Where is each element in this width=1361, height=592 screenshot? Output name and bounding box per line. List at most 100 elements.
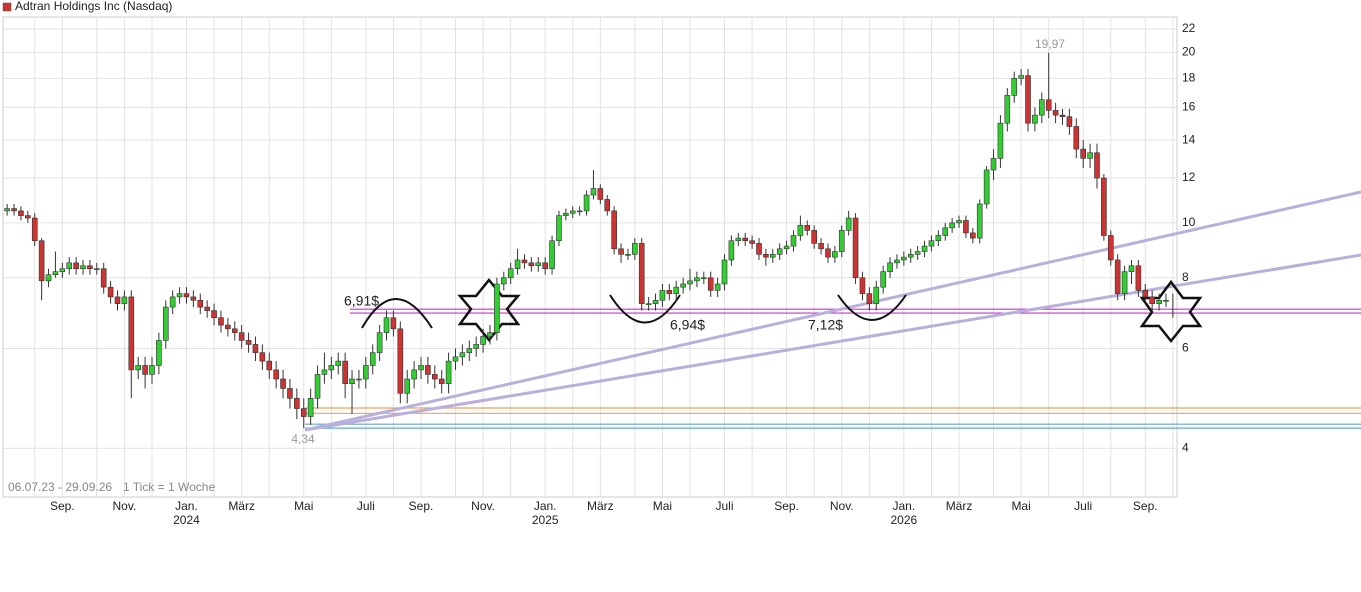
candle-body — [73, 262, 79, 270]
candle-body — [514, 259, 521, 270]
candle-body — [142, 365, 148, 375]
x-tick-label: Jan. — [175, 499, 198, 513]
trend-line — [304, 190, 1361, 432]
candle-body — [818, 243, 824, 250]
arc — [609, 294, 681, 324]
candle-body — [942, 227, 949, 236]
candle-body — [162, 306, 169, 341]
candle-body — [983, 169, 990, 205]
year-label: 2025 — [532, 513, 559, 527]
candle-body — [1025, 75, 1031, 124]
candle-body — [473, 344, 479, 349]
candle-body — [845, 217, 852, 231]
candle-body — [1107, 235, 1114, 261]
candle-body — [611, 210, 617, 250]
y-tick-label: 8 — [1182, 270, 1189, 284]
candle-body — [349, 378, 355, 384]
candle-body — [438, 378, 445, 384]
annotation: 6,91$ — [344, 293, 379, 309]
candle-body — [149, 365, 155, 375]
candle-body — [418, 365, 424, 371]
candle-body — [528, 262, 535, 267]
candle-body — [832, 251, 838, 258]
candle-body — [928, 240, 935, 247]
candle-body — [935, 235, 942, 242]
candle-body — [866, 293, 873, 304]
candle-body — [673, 286, 680, 294]
annotation: 7,12$ — [808, 317, 843, 333]
candle-body — [18, 210, 24, 216]
candle-body — [314, 374, 321, 399]
candle-body — [638, 243, 645, 304]
candle-body — [990, 158, 997, 171]
candle-body — [121, 296, 128, 304]
candle-body — [790, 235, 797, 247]
candle-body — [535, 262, 542, 267]
candle-body — [328, 365, 335, 371]
candle-body — [645, 303, 652, 305]
candle-body — [569, 210, 576, 214]
candle-body — [825, 248, 831, 258]
candle-body — [1094, 152, 1100, 179]
candle-body — [1101, 177, 1107, 236]
candle-body — [563, 212, 569, 216]
candle-body — [852, 217, 859, 279]
candle-body — [190, 296, 197, 301]
candle-body — [666, 290, 673, 294]
candle-body — [432, 374, 438, 380]
candle-body — [880, 271, 886, 288]
candle-body — [245, 340, 252, 345]
x-tick-label: März — [587, 499, 614, 513]
y-tick-label: 4 — [1182, 440, 1189, 454]
candle-body — [735, 237, 742, 242]
candle-body — [425, 365, 431, 375]
candle-body — [487, 332, 493, 337]
candle-body — [597, 188, 604, 200]
x-tick-label: Juli — [715, 499, 733, 513]
y-tick-label: 16 — [1182, 99, 1196, 113]
candle-body — [783, 245, 790, 250]
candle-body — [721, 259, 728, 285]
candle-body — [480, 336, 486, 345]
candle-body — [114, 296, 121, 304]
annotation: 4,34 — [291, 432, 315, 446]
plot-frame — [2, 16, 1178, 498]
candle-body — [466, 348, 473, 353]
star — [1139, 279, 1203, 344]
x-tick-label: Mai — [653, 499, 672, 513]
y-tick-label: 10 — [1182, 215, 1196, 229]
candle-body — [500, 277, 507, 285]
candle-body — [107, 286, 114, 298]
candle-body — [749, 240, 755, 244]
y-tick-label: 14 — [1182, 132, 1196, 146]
candle-body — [583, 194, 590, 212]
candle-body — [769, 254, 776, 258]
candle-body — [970, 232, 976, 239]
candle-body — [273, 369, 279, 380]
candle-body — [701, 277, 707, 280]
candle-body — [1059, 114, 1066, 118]
candle-body — [1045, 99, 1052, 111]
candle-body — [1149, 296, 1155, 304]
candle-body — [218, 317, 224, 326]
candle-body — [1114, 259, 1121, 294]
x-tick-label: Sep. — [1133, 499, 1158, 513]
x-tick-label: Nov. — [830, 499, 854, 513]
candle-body — [756, 243, 762, 255]
candle-body — [956, 220, 962, 224]
candle-body — [542, 262, 548, 270]
candle-body — [694, 277, 700, 282]
y-tick-label: 12 — [1182, 170, 1196, 184]
candle-body — [997, 122, 1004, 159]
candle-body — [1121, 271, 1128, 294]
annotation: 6,94$ — [670, 317, 705, 333]
candle-body — [197, 299, 204, 308]
candle-body — [652, 299, 659, 304]
range-label: 06.07.23 - 29.09.26 — [8, 480, 112, 494]
candle-body — [376, 332, 383, 353]
candle-body — [659, 290, 666, 301]
candle-body — [280, 378, 286, 389]
candle-body — [369, 352, 376, 366]
candle-body — [45, 274, 52, 282]
star — [457, 278, 521, 342]
